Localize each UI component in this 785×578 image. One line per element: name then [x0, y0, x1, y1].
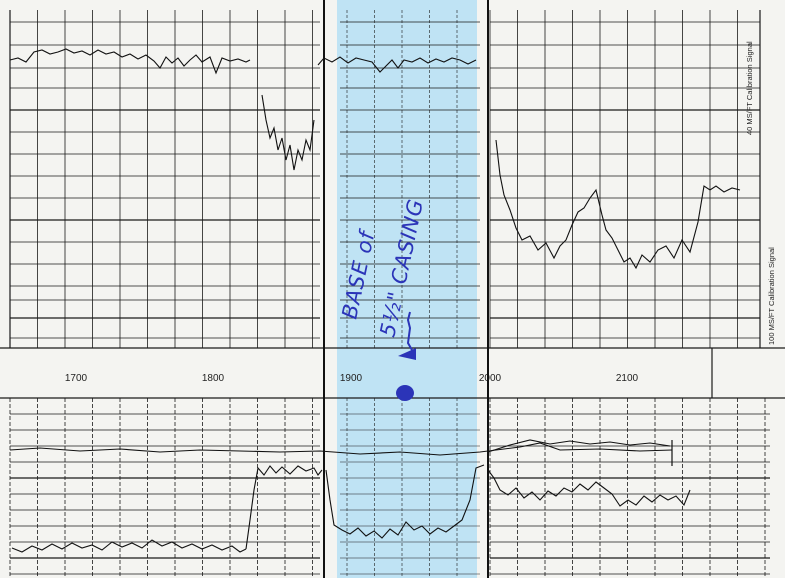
depth-label-2100: 2100 [616, 373, 639, 384]
calibration-label-lower: 100 MS/FT Calibration Signal [767, 247, 776, 345]
lower-grid [9, 398, 770, 578]
upper-trace-center [317, 56, 477, 73]
depth-track: 1700 1800 1900 2000 2100 [0, 347, 785, 399]
ink-blot-icon [396, 385, 414, 401]
lower-trace-right [487, 469, 691, 507]
lower-trace-upper-right [487, 439, 671, 453]
upper-trace-dip [261, 94, 315, 171]
depth-label-1700: 1700 [65, 373, 88, 384]
highlight-band [337, 0, 477, 578]
depth-label-2000: 2000 [479, 373, 502, 384]
upper-trace-right [495, 139, 741, 270]
upper-trace-group [9, 48, 741, 270]
depth-label-1900: 1900 [340, 373, 363, 384]
annotation-arrow-icon [406, 311, 413, 351]
lower-trace-rise [245, 465, 323, 550]
annotation-arrowhead-icon [398, 348, 416, 360]
depth-label-1800: 1800 [202, 373, 225, 384]
upper-grid [9, 10, 761, 348]
lower-trace-baseline [9, 442, 673, 456]
lower-trace-low-left [11, 539, 247, 553]
calibration-label-upper: 40 MS/FT Calibration Signal [745, 41, 754, 135]
upper-trace-left [9, 48, 251, 75]
lower-trace-group [9, 439, 691, 553]
lower-trace-center [325, 464, 485, 539]
